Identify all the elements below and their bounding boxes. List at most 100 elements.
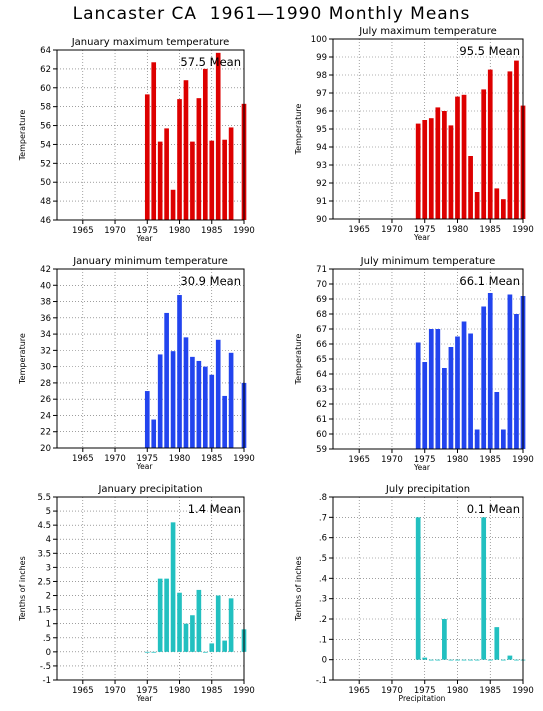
y-tick-label: 67 xyxy=(316,325,327,335)
y-tick-label: 70 xyxy=(316,280,327,290)
bar-1988 xyxy=(507,294,513,449)
bar-1982 xyxy=(468,156,473,219)
x-tick-label: 1965 xyxy=(72,686,94,696)
bar-1986 xyxy=(494,392,500,449)
bar-1985 xyxy=(209,374,215,448)
bar-1974 xyxy=(415,517,421,660)
y-axis-label: Temperature xyxy=(294,104,303,156)
x-tick-label: 1970 xyxy=(104,686,126,696)
bar-1977 xyxy=(157,354,163,448)
x-axis-label: Year xyxy=(136,462,154,471)
bar-1975 xyxy=(422,362,428,449)
bar-1982 xyxy=(468,333,473,449)
y-tick-label: 61 xyxy=(316,415,327,425)
bar-1976 xyxy=(428,118,434,219)
x-tick-label: 1970 xyxy=(381,225,403,235)
bar-1974 xyxy=(415,123,421,219)
y-tick-label: 5 xyxy=(46,507,51,517)
x-tick-label: 1985 xyxy=(479,455,501,465)
bar-1979 xyxy=(170,351,176,448)
bar-1989 xyxy=(514,314,519,449)
bar-1985 xyxy=(487,69,493,219)
bar-1977 xyxy=(435,107,441,219)
y-tick-label: 5.5 xyxy=(37,493,51,503)
bar-1981 xyxy=(183,80,189,220)
y-tick-label: .6 xyxy=(319,534,327,544)
bar-1980 xyxy=(455,96,460,219)
bar-1983 xyxy=(196,589,202,652)
y-tick-label: 22 xyxy=(40,428,51,438)
y-tick-label: 2 xyxy=(46,592,51,602)
y-tick-label: 30 xyxy=(40,363,51,373)
x-tick-label: 1975 xyxy=(136,226,158,236)
y-tick-label: 1 xyxy=(46,620,51,630)
bar-1975 xyxy=(422,120,428,219)
x-tick-label: 1990 xyxy=(233,686,255,696)
bar-1980 xyxy=(177,295,182,448)
y-tick-label: .4 xyxy=(319,574,327,584)
y-tick-label: 68 xyxy=(316,310,327,320)
y-tick-label: 92 xyxy=(316,179,327,189)
y-axis-label: Tenths of inches xyxy=(294,556,303,622)
bar-1978 xyxy=(164,128,169,220)
y-axis-label: Temperature xyxy=(294,334,303,386)
bar-1986 xyxy=(215,339,221,448)
x-tick-label: 1985 xyxy=(479,686,501,696)
y-tick-label: 94 xyxy=(316,143,327,153)
x-tick-label: 1990 xyxy=(233,454,255,464)
bar-1978 xyxy=(442,619,447,660)
x-tick-label: 1970 xyxy=(104,226,126,236)
plot-frame xyxy=(56,496,245,681)
bar-1984 xyxy=(202,366,208,448)
y-tick-label: .8 xyxy=(319,493,327,503)
chart-title: January minimum temperature xyxy=(72,256,228,267)
y-tick-label: 42 xyxy=(40,265,51,275)
y-axis-label: Temperature xyxy=(18,110,27,162)
y-tick-label: 54 xyxy=(40,140,51,150)
y-tick-label: 62 xyxy=(316,400,327,410)
chart-title: July precipitation xyxy=(385,484,470,495)
x-tick-label: 1975 xyxy=(414,225,436,235)
x-tick-label: 1980 xyxy=(169,454,191,464)
y-tick-label: 69 xyxy=(316,295,327,305)
y-tick-label: -1 xyxy=(43,676,51,686)
y-tick-label: 46 xyxy=(40,216,51,226)
bar-1983 xyxy=(474,192,480,219)
bar-1978 xyxy=(164,312,169,448)
x-tick-label: 1965 xyxy=(348,455,370,465)
bar-1980 xyxy=(455,659,460,661)
x-tick-label: 1965 xyxy=(348,686,370,696)
mean-label: 30.9 Mean xyxy=(180,274,241,288)
x-axis-label: Year xyxy=(136,234,154,243)
y-tick-label: 0 xyxy=(322,656,327,666)
y-tick-label: 58 xyxy=(40,103,51,113)
x-tick-label: 1965 xyxy=(72,454,94,464)
y-tick-label: .1 xyxy=(319,635,327,645)
bar-1978 xyxy=(442,111,447,219)
bar-1979 xyxy=(170,189,176,220)
x-tick-label: 1975 xyxy=(136,686,158,696)
bar-1985 xyxy=(209,140,215,220)
bar-1984 xyxy=(202,651,208,653)
bar-1983 xyxy=(474,429,480,449)
bar-1975 xyxy=(422,657,428,660)
bar-1983 xyxy=(196,360,202,448)
bar-1980 xyxy=(177,592,182,652)
x-tick-label: 1990 xyxy=(512,225,534,235)
y-tick-label: -.5 xyxy=(40,662,51,672)
bar-1984 xyxy=(481,517,487,660)
y-tick-label: 28 xyxy=(40,379,51,389)
bar-1979 xyxy=(448,125,454,219)
x-tick-label: 1980 xyxy=(447,686,469,696)
bar-1983 xyxy=(196,98,202,220)
bar-1976 xyxy=(151,62,157,221)
bar-1975 xyxy=(144,94,150,220)
bar-1976 xyxy=(151,419,157,448)
y-axis-label: Temperature xyxy=(18,333,27,385)
bar-1987 xyxy=(222,395,227,448)
bar-1977 xyxy=(435,659,441,661)
chart-title: July maximum temperature xyxy=(358,26,497,37)
y-tick-label: 65 xyxy=(316,355,327,365)
page-title: Lancaster CA 1961—1990 Monthly Means xyxy=(72,4,471,24)
